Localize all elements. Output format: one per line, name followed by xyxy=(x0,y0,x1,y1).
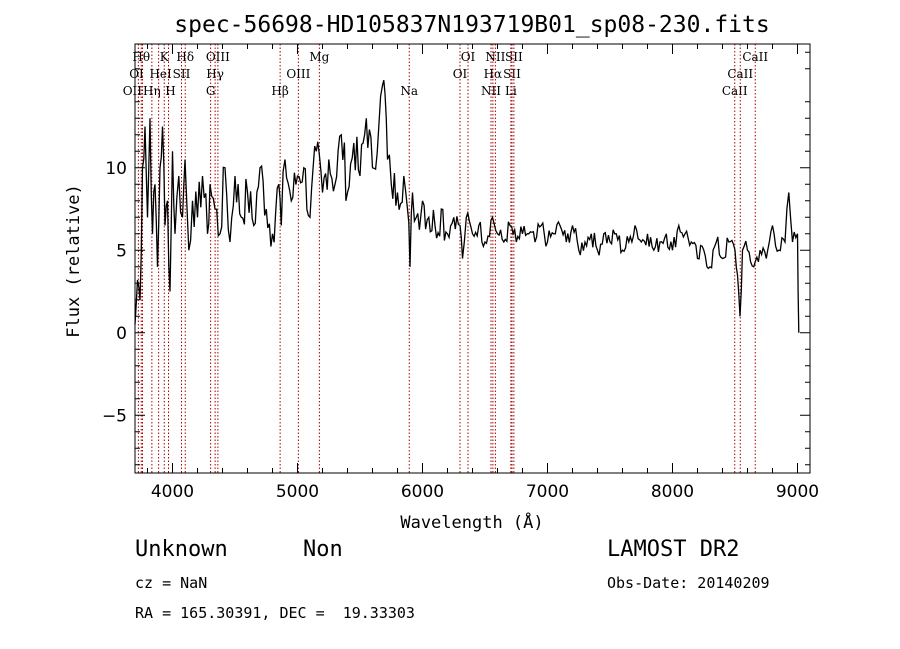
spectral-line-label: Hη xyxy=(143,84,161,98)
spectral-line-label: CaII xyxy=(722,84,748,98)
spectral-line-label: Hβ xyxy=(271,84,288,98)
plot-frame xyxy=(134,43,811,474)
x-axis-label: Wavelength (Å) xyxy=(400,511,543,533)
spectral-line-label: Hδ xyxy=(176,50,194,64)
spectral-lines: OII Hθ OI Hη K HeI H SII Hδ G Hγ OIII Hβ OIII Mg Na OI OI… xyxy=(123,44,768,473)
coordinates: RA = 165.30391, DEC = 19.33303 xyxy=(135,604,415,622)
y-tick-label: −5 xyxy=(102,406,127,426)
spectral-line-label: OII xyxy=(123,84,143,98)
spectral-line-label: Hθ xyxy=(132,50,150,64)
y-axis-label: Flux (relative) xyxy=(64,184,84,338)
chart-title: spec-56698-HD105837N193719B01_sp08-230.f… xyxy=(174,12,769,38)
spectral-line-label: OIII xyxy=(286,67,310,81)
object-class: Unknown xyxy=(135,537,228,562)
spectral-line-label: NII xyxy=(481,84,501,98)
x-tick-label: 8000 xyxy=(651,482,694,502)
survey-name: LAMOST DR2 xyxy=(607,537,740,562)
spectral-line-label: Mg xyxy=(309,50,329,64)
spectral-line-label: SII xyxy=(503,67,521,81)
spectral-line-label: H xyxy=(165,84,175,98)
spectral-line-label: CaII xyxy=(742,50,768,64)
x-tick-label: 5000 xyxy=(276,482,319,502)
spectral-line-label: OI xyxy=(453,67,468,81)
spectral-line-label: OI xyxy=(461,50,476,64)
x-tick-label: 9000 xyxy=(776,482,819,502)
spectrum-line xyxy=(134,80,800,333)
spectral-line-label: K xyxy=(160,50,170,64)
x-tick-label: 4000 xyxy=(151,482,194,502)
spectral-line-label: Na xyxy=(400,84,418,98)
spectral-line-label: OIII xyxy=(206,50,230,64)
spectral-line-label: CaII xyxy=(727,67,753,81)
spectral-line-label: Hγ xyxy=(206,67,224,81)
y-tick-label: 10 xyxy=(105,159,127,179)
x-tick-label: 6000 xyxy=(401,482,444,502)
spectral-line-label: Hα xyxy=(484,67,503,81)
spectral-line-label: HeI xyxy=(149,67,172,81)
obs-date: Obs-Date: 20140209 xyxy=(607,574,770,592)
spectral-line-label: NII xyxy=(485,50,505,64)
axis-ticks: 4000 5000 6000 7000 8000 9000 −5 0 5 10 xyxy=(102,44,819,502)
redshift-value: cz = NaN xyxy=(135,574,208,592)
spectral-line-label: Li xyxy=(505,84,517,98)
object-subclass: Non xyxy=(303,537,343,562)
spectral-line-label: OI xyxy=(129,67,144,81)
y-tick-label: 5 xyxy=(116,241,127,261)
spectral-line-label: SII xyxy=(173,67,191,81)
x-tick-label: 7000 xyxy=(526,482,569,502)
spectral-line-label: SII xyxy=(505,50,523,64)
spectral-line-label: G xyxy=(206,84,216,98)
y-tick-label: 0 xyxy=(116,324,127,344)
